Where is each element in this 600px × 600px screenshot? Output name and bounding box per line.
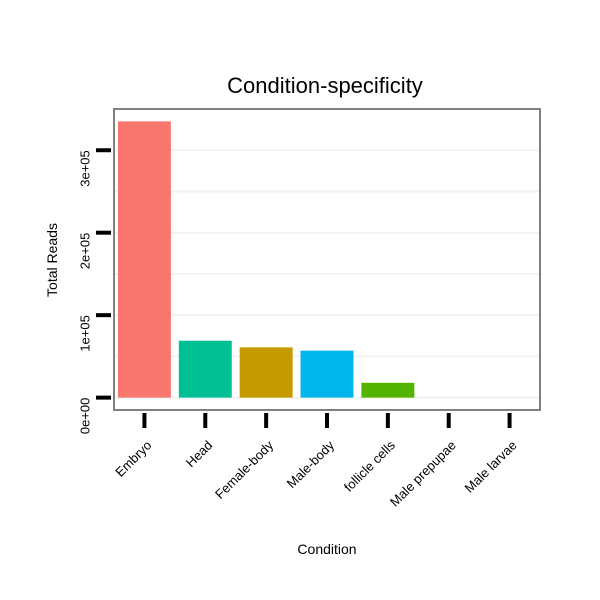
bar-follicle-cells: [361, 382, 415, 398]
y-axis: 0e+00 1e+05 2e+05 3e+05: [77, 148, 111, 435]
bar-embryo: [117, 121, 171, 398]
y-tick-label: 2e+05: [77, 233, 92, 270]
bar-female-body: [239, 347, 293, 398]
x-tick-label: Head: [183, 438, 216, 471]
x-tick-label: Male-body: [284, 437, 338, 491]
plot-panel-border: [113, 108, 541, 411]
y-axis-title: Total Reads: [44, 223, 60, 297]
y-tick-label: 0e+00: [77, 398, 92, 435]
chart-title: Condition-specificity: [227, 73, 423, 98]
x-tick-label: Male larvae: [462, 438, 520, 496]
x-tick-label: Female-body: [212, 437, 277, 502]
x-tick-label: follicle cells: [341, 437, 398, 494]
x-tick-label: Embryo: [112, 438, 154, 480]
bars: [117, 121, 415, 398]
y-tick-label: 1e+05: [77, 315, 92, 352]
y-tick-label: 3e+05: [77, 150, 92, 187]
x-axis-title: Condition: [297, 541, 356, 557]
bar-male-body: [300, 350, 354, 398]
bar-head: [178, 340, 232, 398]
